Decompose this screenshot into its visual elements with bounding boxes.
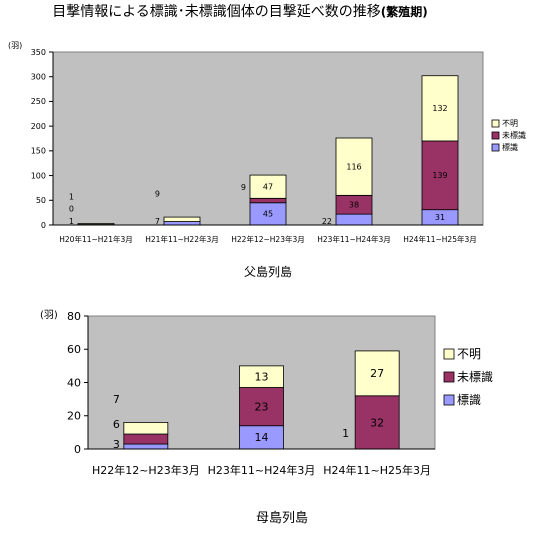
y-tick-label: 0 bbox=[41, 221, 46, 230]
data-label: 139 bbox=[432, 171, 447, 180]
x-tick-label: H20年11~H21年3月 bbox=[59, 234, 132, 244]
data-label: 0 bbox=[69, 205, 74, 214]
data-label: 9 bbox=[155, 190, 160, 199]
chart-hahajima: 0 20 40 60 80 (羽) 3 6 7 H22年12~H23年3月 14 23 13 H23年11… bbox=[40, 309, 493, 526]
data-label: 32 bbox=[370, 416, 384, 429]
y-tick-label: 300 bbox=[31, 73, 46, 82]
x-tick-label: H23年11~H24年3月 bbox=[208, 463, 316, 477]
y-unit-label: (羽) bbox=[40, 309, 58, 321]
legend-label: 未標識 bbox=[457, 370, 493, 384]
y-tick-label: 80 bbox=[67, 310, 81, 323]
data-label: 6 bbox=[113, 418, 120, 431]
bar-segment-未標識 bbox=[123, 433, 169, 445]
figure-title: 目撃情報による標識･未標識個体の目撃延べ数の推移(繁殖期) bbox=[52, 4, 428, 20]
data-label: 27 bbox=[370, 367, 384, 380]
data-label: 116 bbox=[346, 162, 361, 171]
x-tick-label: H22年12~H23年3月 bbox=[92, 463, 200, 477]
data-label: 1 bbox=[69, 193, 74, 202]
data-label: 7 bbox=[113, 393, 120, 406]
bar-segment-不明 bbox=[421, 75, 459, 142]
y-tick-label: 0 bbox=[74, 443, 81, 456]
data-label: 13 bbox=[255, 371, 269, 384]
bar-segment-不明 bbox=[123, 421, 169, 435]
bar-segment-不明 bbox=[163, 216, 201, 222]
bar-segment-不明 bbox=[77, 223, 115, 225]
y-unit-label: (羽) bbox=[8, 41, 22, 50]
data-label: 23 bbox=[255, 400, 269, 413]
y-tick-label: 20 bbox=[67, 410, 81, 423]
legend-swatch-不明 bbox=[491, 119, 500, 128]
bar-segment-未標識 bbox=[249, 197, 287, 204]
chart-caption: 母島列島 bbox=[256, 511, 308, 526]
chart-chichijima: 0 50 100 150 200 250 300 350 (羽) 1 0 1 H20年11~H21年3月… bbox=[8, 41, 526, 279]
bar-segment-未標識 bbox=[354, 395, 400, 450]
legend-swatch-不明 bbox=[443, 348, 455, 360]
data-label: 38 bbox=[349, 201, 359, 210]
legend-label: 標識 bbox=[457, 393, 481, 407]
figure-title-suffix: (繁殖期) bbox=[381, 4, 428, 19]
x-tick-label: H21年11~H22年3月 bbox=[145, 234, 218, 244]
y-tick-label: 150 bbox=[31, 147, 46, 156]
bar-segment-未標識 bbox=[239, 387, 284, 427]
legend-label: 未標識 bbox=[502, 130, 526, 140]
bar-segment-不明 bbox=[249, 174, 287, 199]
legend-label: 不明 bbox=[457, 347, 481, 361]
legend-swatch-未標識 bbox=[443, 371, 455, 383]
y-tick-label: 350 bbox=[31, 48, 46, 57]
y-tick-label: 50 bbox=[36, 196, 46, 205]
y-tick-label: 100 bbox=[31, 171, 46, 180]
chart-caption: 父島列島 bbox=[244, 264, 292, 279]
bar-segment-不明 bbox=[239, 365, 284, 388]
data-label: 132 bbox=[432, 104, 447, 113]
legend-label: 不明 bbox=[502, 119, 518, 128]
data-label: 31 bbox=[435, 213, 445, 222]
data-label: 1 bbox=[69, 217, 74, 226]
legend-swatch-標識 bbox=[443, 394, 455, 406]
bar-segment-標識 bbox=[163, 221, 201, 226]
y-tick-label: 250 bbox=[31, 97, 46, 106]
figure-title-main: 目撃情報による標識･未標識個体の目撃延べ数の推移 bbox=[52, 4, 381, 20]
legend-swatch-未標識 bbox=[491, 131, 500, 140]
x-tick-label: H22年12~H23年3月 bbox=[231, 234, 304, 244]
data-label: 7 bbox=[155, 217, 160, 226]
x-tick-label: H23年11~H24年3月 bbox=[317, 234, 390, 244]
data-label: 9 bbox=[241, 183, 246, 192]
bar-segment-不明 bbox=[335, 137, 373, 196]
data-label: 22 bbox=[322, 217, 332, 226]
bar-segment-未標識 bbox=[421, 140, 459, 211]
legend-swatch-標識 bbox=[491, 143, 500, 152]
x-tick-label: H24年11~H25年3月 bbox=[323, 463, 431, 477]
y-tick-label: 60 bbox=[67, 343, 81, 356]
data-label: 14 bbox=[255, 431, 269, 444]
y-tick-label: 40 bbox=[67, 376, 81, 389]
data-label-extra: 1 bbox=[342, 427, 349, 440]
bar-segment-標識 bbox=[335, 213, 373, 226]
legend-label: 標識 bbox=[502, 142, 518, 152]
data-label: 47 bbox=[263, 182, 273, 191]
y-tick-label: 200 bbox=[31, 122, 46, 131]
data-label: 3 bbox=[113, 438, 120, 451]
data-label: 45 bbox=[263, 210, 273, 219]
bar-segment-不明 bbox=[354, 350, 400, 397]
bar-segment-標識 bbox=[123, 443, 169, 450]
x-tick-label: H24年11~H25年3月 bbox=[403, 234, 476, 244]
